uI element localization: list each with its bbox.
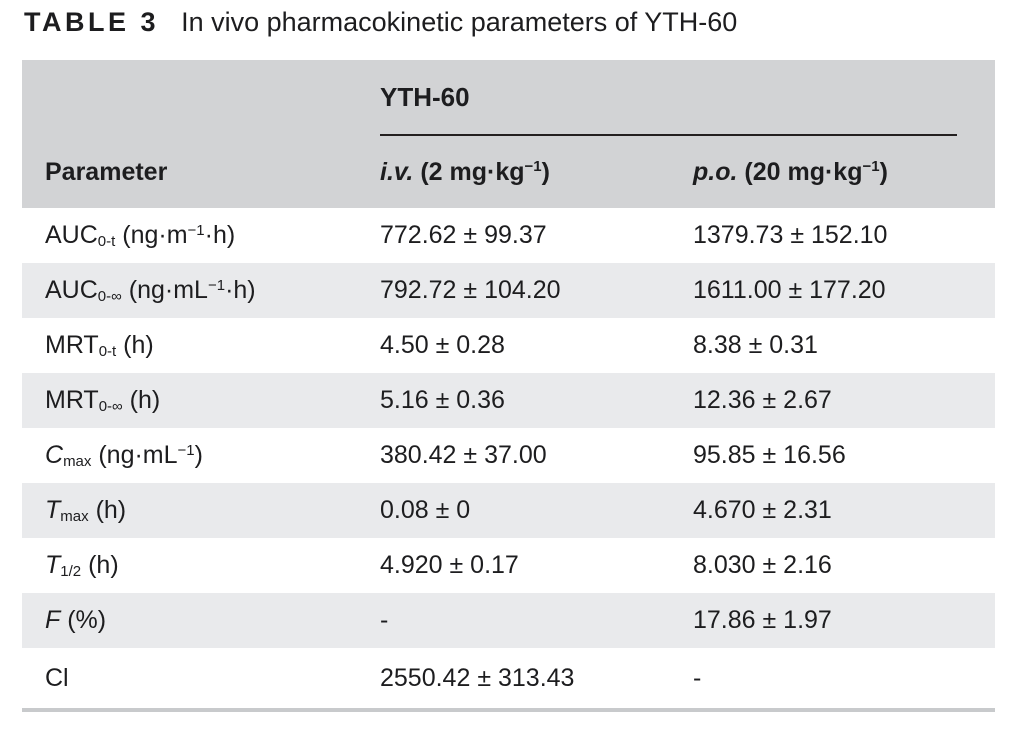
table-header: YTH-60 Parameter i.v. (2 mg·kg−1) p.o. (… xyxy=(22,60,995,208)
table-row: Tmax (h) 0.08 ± 0 4.670 ± 2.31 xyxy=(22,483,995,538)
cell-iv-value: 772.62 ± 99.37 xyxy=(380,221,547,249)
cell-po-value: 12.36 ± 2.67 xyxy=(693,386,832,414)
cell-po-value: 1379.73 ± 152.10 xyxy=(693,221,888,249)
cell-parameter: AUC0-t (ng·m−1·h) xyxy=(45,221,236,251)
table-row: MRT0-t (h) 4.50 ± 0.28 8.38 ± 0.31 xyxy=(22,318,995,373)
table-row: AUC0-∞ (ng·mL−1·h) 792.72 ± 104.20 1611.00… xyxy=(22,263,995,318)
cell-po-value: 95.85 ± 16.56 xyxy=(693,441,846,469)
cell-parameter: T1/2 (h) xyxy=(45,551,119,581)
table-row: MRT0-∞ (h) 5.16 ± 0.36 12.36 ± 2.67 xyxy=(22,373,995,428)
cell-iv-value: 792.72 ± 104.20 xyxy=(380,276,561,304)
table-body: AUC0-t (ng·m−1·h) 772.62 ± 99.37 1379.73 ±… xyxy=(22,208,995,708)
table-row: AUC0-t (ng·m−1·h) 772.62 ± 99.37 1379.73 ±… xyxy=(22,208,995,263)
table-row: Cl 2550.42 ± 313.43 - xyxy=(22,648,995,708)
caption-label: TABLE 3 xyxy=(24,7,160,37)
cell-iv-value: - xyxy=(380,606,389,634)
cell-parameter: Tmax (h) xyxy=(45,496,127,526)
cell-po-value: 8.030 ± 2.16 xyxy=(693,551,832,579)
cell-parameter: Cl xyxy=(45,663,69,692)
column-header-parameter: Parameter xyxy=(45,157,168,186)
cell-po-value: 4.670 ± 2.31 xyxy=(693,496,832,524)
group-header-rule-row xyxy=(22,134,995,136)
caption-text: In vivo pharmacokinetic parameters of YT… xyxy=(181,7,738,37)
group-header-row: YTH-60 xyxy=(22,60,995,134)
cell-iv-value: 0.08 ± 0 xyxy=(380,496,471,524)
cell-parameter: AUC0-∞ (ng·mL−1·h) xyxy=(45,276,256,306)
table-row: F (%) - 17.86 ± 1.97 xyxy=(22,593,995,648)
cell-parameter: Cmax (ng·mL−1) xyxy=(45,441,203,471)
table-row: T1/2 (h) 4.920 ± 0.17 8.030 ± 2.16 xyxy=(22,538,995,593)
table-bottom-border xyxy=(22,708,995,712)
column-header-iv: i.v. (2 mg·kg−1) xyxy=(380,157,550,186)
group-header-label: YTH-60 xyxy=(380,81,470,112)
table-caption: TABLE 3 In vivo pharmacokinetic parameter… xyxy=(24,6,737,40)
column-header-row: Parameter i.v. (2 mg·kg−1) p.o. (20 mg·k… xyxy=(22,136,995,208)
cell-iv-value: 380.42 ± 37.00 xyxy=(380,441,547,469)
table-row: Cmax (ng·mL−1) 380.42 ± 37.00 95.85 ± 16.5… xyxy=(22,428,995,483)
cell-iv-value: 4.920 ± 0.17 xyxy=(380,551,519,579)
cell-po-value: 17.86 ± 1.97 xyxy=(693,606,832,634)
column-header-po: p.o. (20 mg·kg−1) xyxy=(693,157,888,186)
cell-iv-value: 2550.42 ± 313.43 xyxy=(380,663,575,692)
cell-parameter: MRT0-t (h) xyxy=(45,331,154,361)
group-header-rule xyxy=(380,134,957,136)
cell-iv-value: 4.50 ± 0.28 xyxy=(380,331,505,359)
cell-iv-value: 5.16 ± 0.36 xyxy=(380,386,505,414)
cell-po-value: 8.38 ± 0.31 xyxy=(693,331,818,359)
cell-po-value: 1611.00 ± 177.20 xyxy=(693,276,886,304)
pk-table: YTH-60 Parameter i.v. (2 mg·kg−1) p.o. (… xyxy=(22,60,995,712)
cell-po-value: - xyxy=(693,663,702,692)
cell-parameter: MRT0-∞ (h) xyxy=(45,386,161,416)
cell-parameter: F (%) xyxy=(45,606,107,634)
